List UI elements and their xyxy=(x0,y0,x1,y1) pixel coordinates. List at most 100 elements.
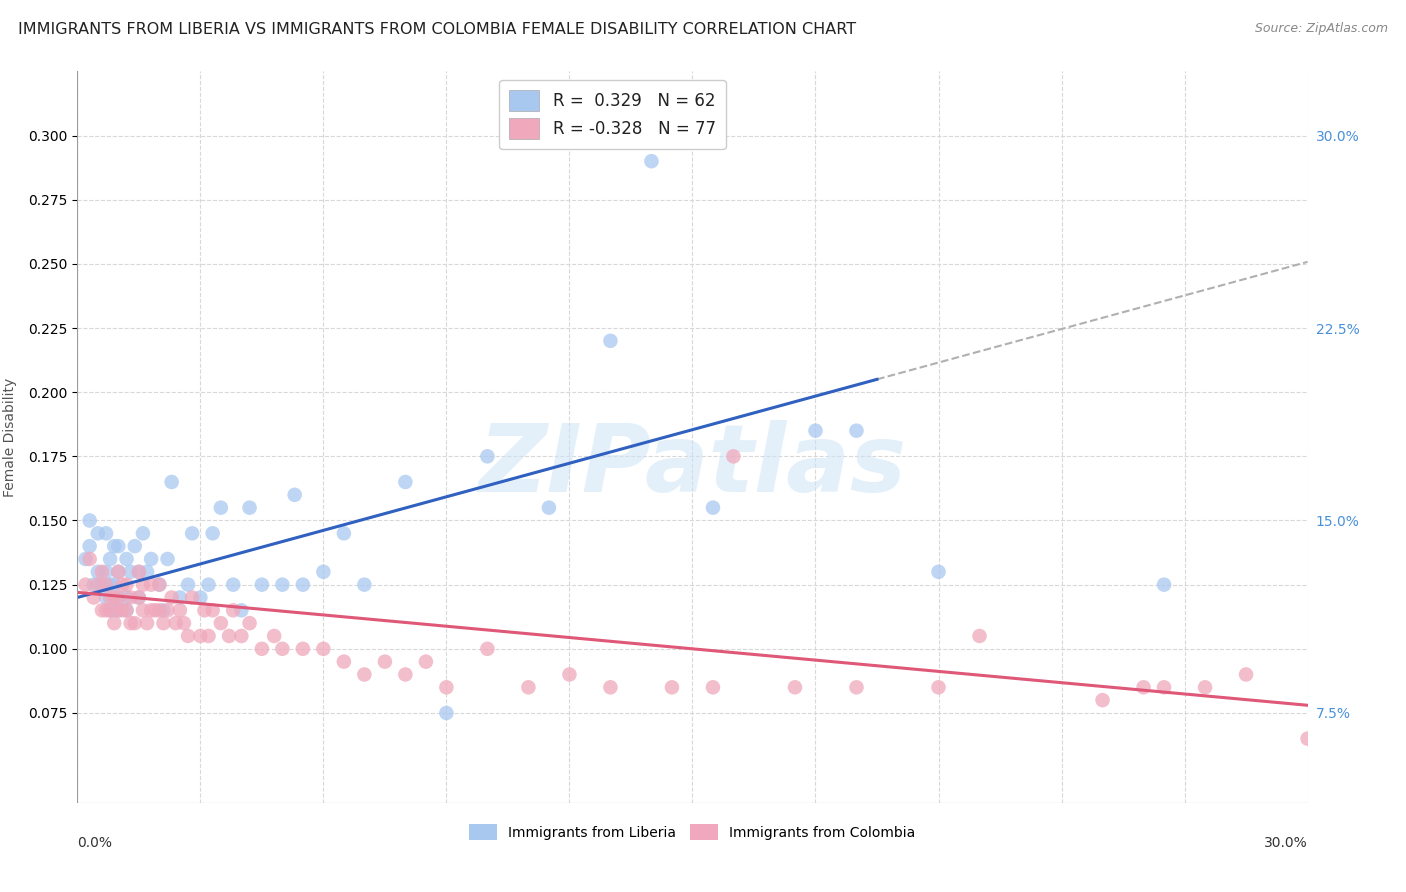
Point xyxy=(250,577,273,591)
Point xyxy=(94,577,117,591)
Point xyxy=(1091,693,1114,707)
Point xyxy=(115,603,138,617)
Point xyxy=(98,603,121,617)
Point xyxy=(107,591,129,605)
Point xyxy=(969,629,991,643)
Point xyxy=(177,629,200,643)
Point xyxy=(209,500,232,515)
Point xyxy=(120,565,142,579)
Point xyxy=(107,565,129,579)
Point xyxy=(599,681,621,695)
Point xyxy=(436,681,458,695)
Point xyxy=(132,603,155,617)
Point xyxy=(98,577,121,591)
Point xyxy=(79,539,101,553)
Text: 0.0%: 0.0% xyxy=(77,836,112,850)
Point xyxy=(148,577,170,591)
Point xyxy=(107,603,129,617)
Point xyxy=(201,603,224,617)
Point xyxy=(83,577,105,591)
Point xyxy=(128,591,150,605)
Point xyxy=(415,655,437,669)
Point xyxy=(160,475,183,489)
Point xyxy=(124,616,146,631)
Point xyxy=(537,500,560,515)
Point xyxy=(193,603,215,617)
Point xyxy=(103,539,125,553)
Point xyxy=(188,591,212,605)
Point xyxy=(845,424,868,438)
Point xyxy=(661,681,683,695)
Point xyxy=(783,681,806,695)
Point xyxy=(141,603,163,617)
Point xyxy=(928,681,950,695)
Point xyxy=(599,334,621,348)
Point xyxy=(169,603,191,617)
Point xyxy=(152,603,174,617)
Point xyxy=(94,591,117,605)
Point xyxy=(702,681,724,695)
Point xyxy=(333,655,356,669)
Point xyxy=(374,655,396,669)
Point xyxy=(181,526,204,541)
Point xyxy=(103,577,125,591)
Point xyxy=(75,577,97,591)
Point xyxy=(477,450,499,464)
Point xyxy=(271,641,294,656)
Point xyxy=(333,526,356,541)
Text: Source: ZipAtlas.com: Source: ZipAtlas.com xyxy=(1254,22,1388,36)
Point xyxy=(1132,681,1154,695)
Point xyxy=(353,577,375,591)
Point xyxy=(75,552,97,566)
Point xyxy=(107,539,129,553)
Point xyxy=(94,526,117,541)
Point xyxy=(136,565,159,579)
Point xyxy=(291,577,314,591)
Point xyxy=(98,591,121,605)
Point xyxy=(558,667,581,681)
Point xyxy=(90,577,114,591)
Point xyxy=(1234,667,1257,681)
Point xyxy=(394,475,416,489)
Point xyxy=(128,591,150,605)
Legend: Immigrants from Liberia, Immigrants from Colombia: Immigrants from Liberia, Immigrants from… xyxy=(463,817,922,847)
Point xyxy=(394,667,416,681)
Point xyxy=(79,552,101,566)
Y-axis label: Female Disability: Female Disability xyxy=(3,377,17,497)
Point xyxy=(87,577,110,591)
Point xyxy=(120,616,142,631)
Point xyxy=(1153,577,1175,591)
Point xyxy=(141,577,163,591)
Point xyxy=(111,603,134,617)
Point xyxy=(143,603,166,617)
Point xyxy=(169,591,191,605)
Point xyxy=(148,603,170,617)
Point xyxy=(177,577,200,591)
Point xyxy=(165,616,187,631)
Point xyxy=(90,565,114,579)
Point xyxy=(124,539,146,553)
Point xyxy=(1153,681,1175,695)
Point xyxy=(928,565,950,579)
Point xyxy=(132,526,155,541)
Point xyxy=(201,526,224,541)
Point xyxy=(263,629,285,643)
Point xyxy=(148,577,170,591)
Point xyxy=(79,514,101,528)
Point xyxy=(87,565,110,579)
Point xyxy=(94,603,117,617)
Point xyxy=(115,603,138,617)
Point xyxy=(477,641,499,656)
Point xyxy=(128,565,150,579)
Point xyxy=(94,565,117,579)
Point xyxy=(804,424,827,438)
Point xyxy=(271,577,294,591)
Point xyxy=(231,603,253,617)
Point xyxy=(83,591,105,605)
Point xyxy=(103,616,125,631)
Text: ZIPatlas: ZIPatlas xyxy=(478,420,907,512)
Point xyxy=(222,603,245,617)
Point xyxy=(103,603,125,617)
Point xyxy=(284,488,307,502)
Point xyxy=(107,591,129,605)
